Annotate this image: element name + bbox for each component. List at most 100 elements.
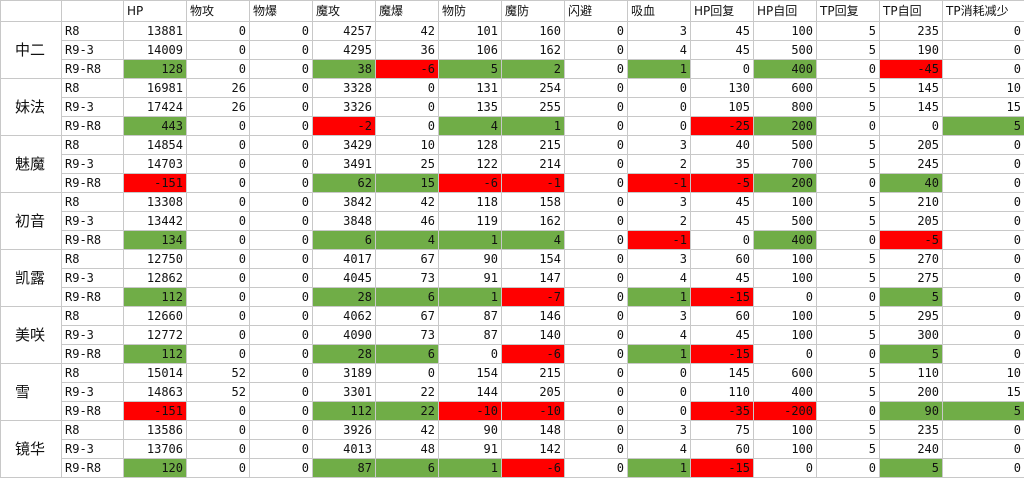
data-cell[interactable]: 0 bbox=[817, 117, 880, 136]
row-label-cell[interactable]: R9-3 bbox=[62, 383, 124, 402]
data-cell[interactable]: 215 bbox=[502, 364, 565, 383]
data-cell[interactable]: 100 bbox=[754, 250, 817, 269]
data-cell[interactable]: 0 bbox=[187, 421, 250, 440]
data-cell[interactable]: 112 bbox=[124, 345, 187, 364]
row-label-cell[interactable]: R9-3 bbox=[62, 440, 124, 459]
data-cell[interactable]: 91 bbox=[439, 269, 502, 288]
data-cell[interactable]: 3491 bbox=[313, 155, 376, 174]
data-cell[interactable]: 100 bbox=[754, 421, 817, 440]
data-cell[interactable]: 0 bbox=[817, 231, 880, 250]
data-cell[interactable]: 3189 bbox=[313, 364, 376, 383]
data-cell[interactable]: 4013 bbox=[313, 440, 376, 459]
data-cell[interactable]: 13881 bbox=[124, 22, 187, 41]
data-cell[interactable]: 36 bbox=[376, 41, 439, 60]
data-cell[interactable]: 105 bbox=[691, 98, 754, 117]
data-cell[interactable]: 5 bbox=[817, 326, 880, 345]
data-cell[interactable]: 60 bbox=[691, 440, 754, 459]
data-cell[interactable]: 5 bbox=[817, 364, 880, 383]
data-cell[interactable]: 154 bbox=[502, 250, 565, 269]
row-label-cell[interactable]: R9-R8 bbox=[62, 459, 124, 478]
data-cell[interactable]: 26 bbox=[187, 79, 250, 98]
data-cell[interactable]: 0 bbox=[187, 440, 250, 459]
data-cell[interactable]: 3429 bbox=[313, 136, 376, 155]
data-cell[interactable]: 0 bbox=[628, 79, 691, 98]
data-cell[interactable]: 3842 bbox=[313, 193, 376, 212]
data-cell[interactable]: 0 bbox=[250, 117, 313, 136]
data-cell[interactable]: -2 bbox=[313, 117, 376, 136]
data-cell[interactable]: 90 bbox=[439, 421, 502, 440]
data-cell[interactable]: 26 bbox=[187, 98, 250, 117]
data-cell[interactable]: 135 bbox=[439, 98, 502, 117]
data-cell[interactable]: 90 bbox=[880, 402, 943, 421]
data-cell[interactable]: 0 bbox=[187, 174, 250, 193]
data-cell[interactable]: 12772 bbox=[124, 326, 187, 345]
data-cell[interactable]: 245 bbox=[880, 155, 943, 174]
data-cell[interactable]: 0 bbox=[250, 155, 313, 174]
column-header[interactable]: HP bbox=[124, 1, 187, 22]
data-cell[interactable]: 142 bbox=[502, 440, 565, 459]
data-cell[interactable]: 100 bbox=[754, 326, 817, 345]
data-cell[interactable]: 15 bbox=[376, 174, 439, 193]
data-cell[interactable]: -1 bbox=[628, 174, 691, 193]
data-cell[interactable]: 40 bbox=[691, 136, 754, 155]
data-cell[interactable]: 6 bbox=[376, 459, 439, 478]
data-cell[interactable]: 400 bbox=[754, 383, 817, 402]
data-cell[interactable]: -6 bbox=[502, 345, 565, 364]
data-cell[interactable]: 10 bbox=[943, 364, 1024, 383]
data-cell[interactable]: 0 bbox=[565, 326, 628, 345]
data-cell[interactable]: 0 bbox=[439, 345, 502, 364]
data-cell[interactable]: 15 bbox=[943, 383, 1024, 402]
data-cell[interactable]: 0 bbox=[943, 288, 1024, 307]
data-cell[interactable]: 0 bbox=[880, 117, 943, 136]
data-cell[interactable]: 0 bbox=[187, 193, 250, 212]
data-cell[interactable]: 0 bbox=[250, 459, 313, 478]
data-cell[interactable]: 5 bbox=[943, 117, 1024, 136]
data-cell[interactable]: 0 bbox=[817, 459, 880, 478]
data-cell[interactable]: 15014 bbox=[124, 364, 187, 383]
character-name-cell[interactable]: 雪 bbox=[1, 364, 62, 421]
data-cell[interactable]: 0 bbox=[691, 60, 754, 79]
data-cell[interactable]: 0 bbox=[376, 79, 439, 98]
data-cell[interactable]: 28 bbox=[313, 288, 376, 307]
data-cell[interactable]: 5 bbox=[817, 98, 880, 117]
data-cell[interactable]: 5 bbox=[817, 440, 880, 459]
data-cell[interactable]: 122 bbox=[439, 155, 502, 174]
data-cell[interactable]: 75 bbox=[691, 421, 754, 440]
column-header[interactable]: 物爆 bbox=[250, 1, 313, 22]
data-cell[interactable]: 119 bbox=[439, 212, 502, 231]
data-cell[interactable]: 0 bbox=[943, 307, 1024, 326]
data-cell[interactable]: 106 bbox=[439, 41, 502, 60]
character-name-cell[interactable]: 镜华 bbox=[1, 421, 62, 478]
data-cell[interactable]: 140 bbox=[502, 326, 565, 345]
row-label-cell[interactable]: R8 bbox=[62, 193, 124, 212]
data-cell[interactable]: 12862 bbox=[124, 269, 187, 288]
data-cell[interactable]: 120 bbox=[124, 459, 187, 478]
data-cell[interactable]: 4 bbox=[439, 117, 502, 136]
column-header[interactable] bbox=[1, 1, 62, 22]
data-cell[interactable]: 14009 bbox=[124, 41, 187, 60]
data-cell[interactable]: 14854 bbox=[124, 136, 187, 155]
data-cell[interactable]: 190 bbox=[880, 41, 943, 60]
data-cell[interactable]: 270 bbox=[880, 250, 943, 269]
data-cell[interactable]: -200 bbox=[754, 402, 817, 421]
data-cell[interactable]: 0 bbox=[250, 364, 313, 383]
data-cell[interactable]: 275 bbox=[880, 269, 943, 288]
data-cell[interactable]: 214 bbox=[502, 155, 565, 174]
data-cell[interactable]: -6 bbox=[502, 459, 565, 478]
data-cell[interactable]: 205 bbox=[880, 212, 943, 231]
row-label-cell[interactable]: R9-R8 bbox=[62, 288, 124, 307]
column-header[interactable] bbox=[62, 1, 124, 22]
row-label-cell[interactable]: R8 bbox=[62, 364, 124, 383]
data-cell[interactable]: 0 bbox=[187, 155, 250, 174]
data-cell[interactable]: 2 bbox=[628, 212, 691, 231]
data-cell[interactable]: 0 bbox=[565, 117, 628, 136]
data-cell[interactable]: 0 bbox=[565, 421, 628, 440]
data-cell[interactable]: 0 bbox=[250, 250, 313, 269]
data-cell[interactable]: 0 bbox=[754, 288, 817, 307]
data-cell[interactable]: 13442 bbox=[124, 212, 187, 231]
data-cell[interactable]: 60 bbox=[691, 250, 754, 269]
data-cell[interactable]: 42 bbox=[376, 22, 439, 41]
data-cell[interactable]: 443 bbox=[124, 117, 187, 136]
data-cell[interactable]: 13706 bbox=[124, 440, 187, 459]
data-cell[interactable]: 145 bbox=[880, 79, 943, 98]
